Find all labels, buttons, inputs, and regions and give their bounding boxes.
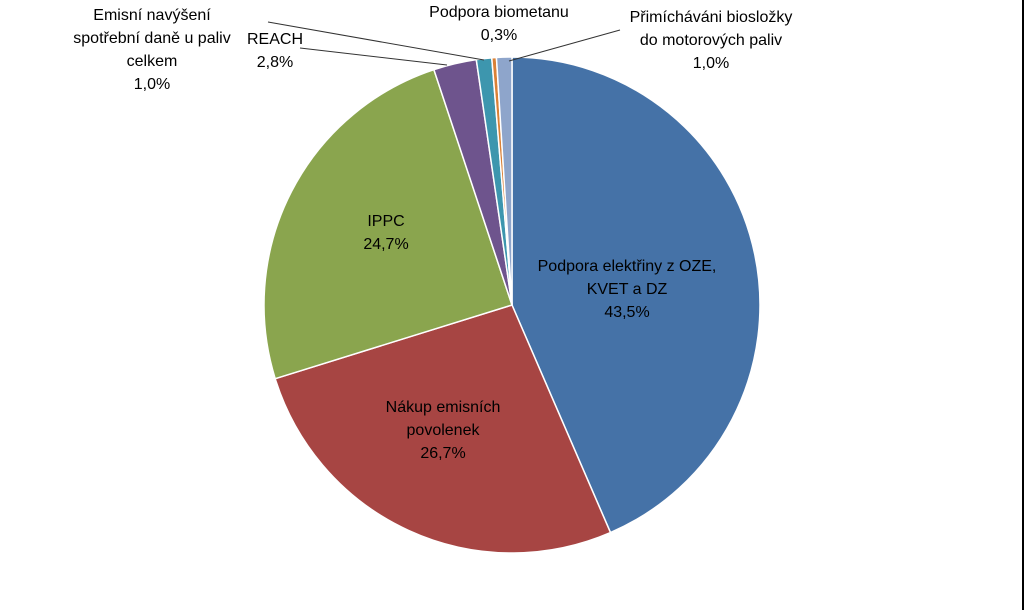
slice-category-label: Emisní navýšení [93, 7, 211, 24]
slice-value-label: 26,7% [420, 445, 465, 462]
slice-value-label: 2,8% [257, 54, 293, 71]
slice-category-label: Přimícháváni biosložky [630, 9, 793, 26]
slice-value-label: 0,3% [481, 27, 517, 44]
leader-line-3 [299, 47, 448, 66]
slice-label-2: IPPC 24,7% [363, 213, 408, 253]
pie-slice-1 [274, 304, 612, 554]
slice-label-4: Emisní navýšení spotřební daně u paliv cel… [73, 7, 230, 93]
slice-value-label: 43,5% [604, 304, 649, 321]
slice-category-label: Nákup emisních [386, 399, 501, 416]
slice-category-label: do motorových paliv [640, 32, 782, 49]
slice-value-label: 1,0% [693, 55, 729, 72]
slices-layer [263, 56, 761, 554]
slice-label-6: Přimícháváni biosložky do motorových pali… [630, 9, 793, 72]
slice-category-label: IPPC [367, 213, 404, 230]
pie-slice-0 [511, 56, 761, 534]
leader-line-6 [508, 29, 621, 62]
slice-category-label: povolenek [407, 422, 481, 439]
slice-label-5: Podpora biometanu 0,3% [429, 4, 569, 44]
slice-category-label: celkem [127, 53, 178, 70]
slice-category-label: REACH [247, 31, 303, 48]
slice-category-label: KVET a DZ [587, 281, 668, 298]
slice-value-label: 24,7% [363, 236, 408, 253]
slice-category-label: Podpora elektřiny z OZE, [538, 258, 717, 275]
labels-layer: Podpora elektřiny z OZE, KVET a DZ 43,5% Ná… [73, 4, 792, 462]
pie-slice-2 [263, 68, 513, 380]
right-border [1022, 0, 1024, 610]
slice-label-3: REACH 2,8% [247, 31, 303, 71]
slice-value-label: 1,0% [134, 76, 170, 93]
leader-lines-layer [267, 21, 621, 66]
slice-label-1: Nákup emisních povolenek 26,7% [386, 399, 501, 462]
slice-category-label: Podpora biometanu [429, 4, 569, 21]
slice-category-label: spotřební daně u paliv [73, 30, 230, 47]
pie-slice-6 [495, 56, 513, 306]
leader-line-4 [267, 21, 485, 61]
slice-label-0: Podpora elektřiny z OZE, KVET a DZ 43,5% [538, 258, 717, 321]
